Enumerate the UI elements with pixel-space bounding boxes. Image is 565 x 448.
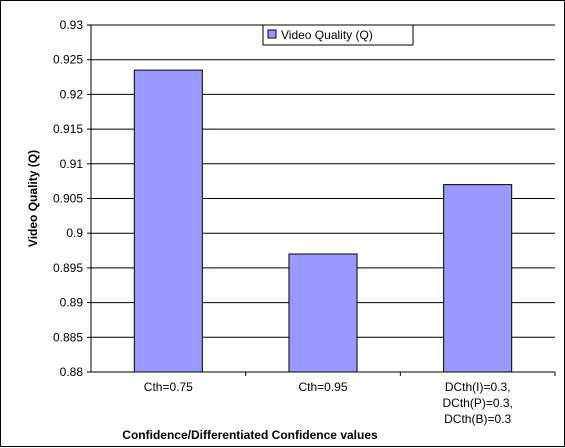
y-tick-label: 0.88: [60, 365, 84, 379]
x-tick-label: Cth=0.95: [298, 380, 347, 394]
y-tick-label: 0.885: [53, 330, 83, 344]
legend: Video Quality (Q): [262, 24, 414, 46]
y-tick-label: 0.905: [53, 192, 83, 206]
x-tick-labels: Cth=0.75 Cth=0.95 DCth(I)=0.3, DCth(P)=0.3,…: [144, 372, 556, 426]
bar: [133, 69, 203, 373]
y-tick-label: 0.895: [53, 261, 83, 275]
y-tick-labels: 0.88 0.885 0.89 0.895 0.9 0.905 0.91 0.915 0.92 0…: [53, 18, 91, 379]
x-axis-title: Confidence/Differentiated Confidence val…: [122, 428, 378, 442]
legend-label: Video Quality (Q): [281, 28, 373, 42]
bar: [288, 253, 358, 373]
y-tick-label: 0.91: [60, 157, 84, 171]
y-tick-label: 0.915: [53, 122, 83, 136]
y-tick-label: 0.925: [53, 53, 83, 67]
y-tick-label: 0.9: [66, 226, 83, 240]
x-tick-label: Cth=0.75: [144, 380, 193, 394]
y-tick-label: 0.93: [60, 18, 84, 32]
y-tick-label: 0.89: [60, 296, 84, 310]
y-axis-title: Video Quality (Q): [26, 150, 40, 247]
legend-swatch: [267, 29, 277, 39]
y-tick-label: 0.92: [60, 87, 84, 101]
bar: [443, 184, 513, 373]
bars: [133, 69, 513, 373]
x-tick-label: DCth(I)=0.3, DCth(P)=0.3, DCth(B)=0.3: [442, 380, 512, 426]
legend-box: [262, 24, 414, 46]
